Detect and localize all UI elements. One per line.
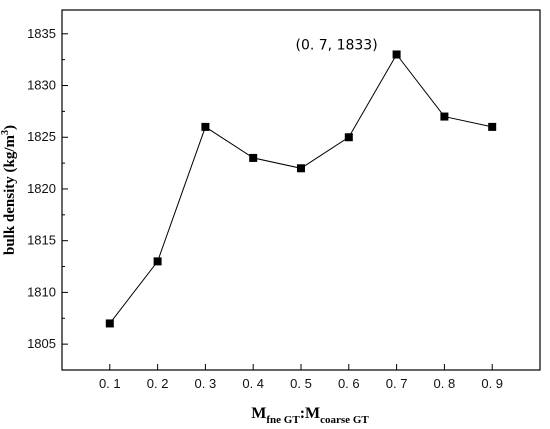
y-axis: 1805 1810 1815 1820 1825 1830 1835 [27,26,68,351]
x-tick-label: 0. 8 [434,376,456,391]
x-axis: 0. 1 0. 2 0. 3 0. 4 0. 5 0. 6 0. 7 0. 8 0. 9 [99,364,503,391]
plot-frame [61,9,541,371]
data-point [344,133,353,142]
data-markers [105,50,497,328]
y-tick-label: 1810 [27,284,56,299]
x-tick-label: 0. 6 [338,376,360,391]
data-point [153,257,162,266]
x-tick-label: 0. 7 [386,376,408,391]
data-point [488,122,497,131]
data-point [201,122,210,131]
data-point [392,50,401,59]
y-tick-label: 1835 [27,26,56,41]
y-axis-title: bulk density (kg/m3) [0,125,18,255]
y-tick-label: 1815 [27,233,56,248]
x-tick-label: 0. 3 [195,376,217,391]
x-tick-label: 0. 4 [242,376,264,391]
x-axis-title: Mfne GT:Mcoarse GT [251,405,369,426]
annotation-label: (0. 7, 1833) [296,37,378,53]
series-line [109,53,493,324]
y-tick-label: 1830 [27,78,56,93]
data-point [249,153,258,162]
x-tick-label: 0. 1 [99,376,121,391]
y-tick-label: 1825 [27,129,56,144]
x-tick-label: 0. 5 [290,376,312,391]
data-point [440,112,449,121]
data-point [105,319,114,328]
x-tick-label: 0. 9 [481,376,503,391]
data-point [297,164,305,173]
y-tick-label: 1805 [27,336,56,351]
x-tick-label: 0. 2 [147,376,169,391]
y-tick-label: 1820 [27,181,56,196]
